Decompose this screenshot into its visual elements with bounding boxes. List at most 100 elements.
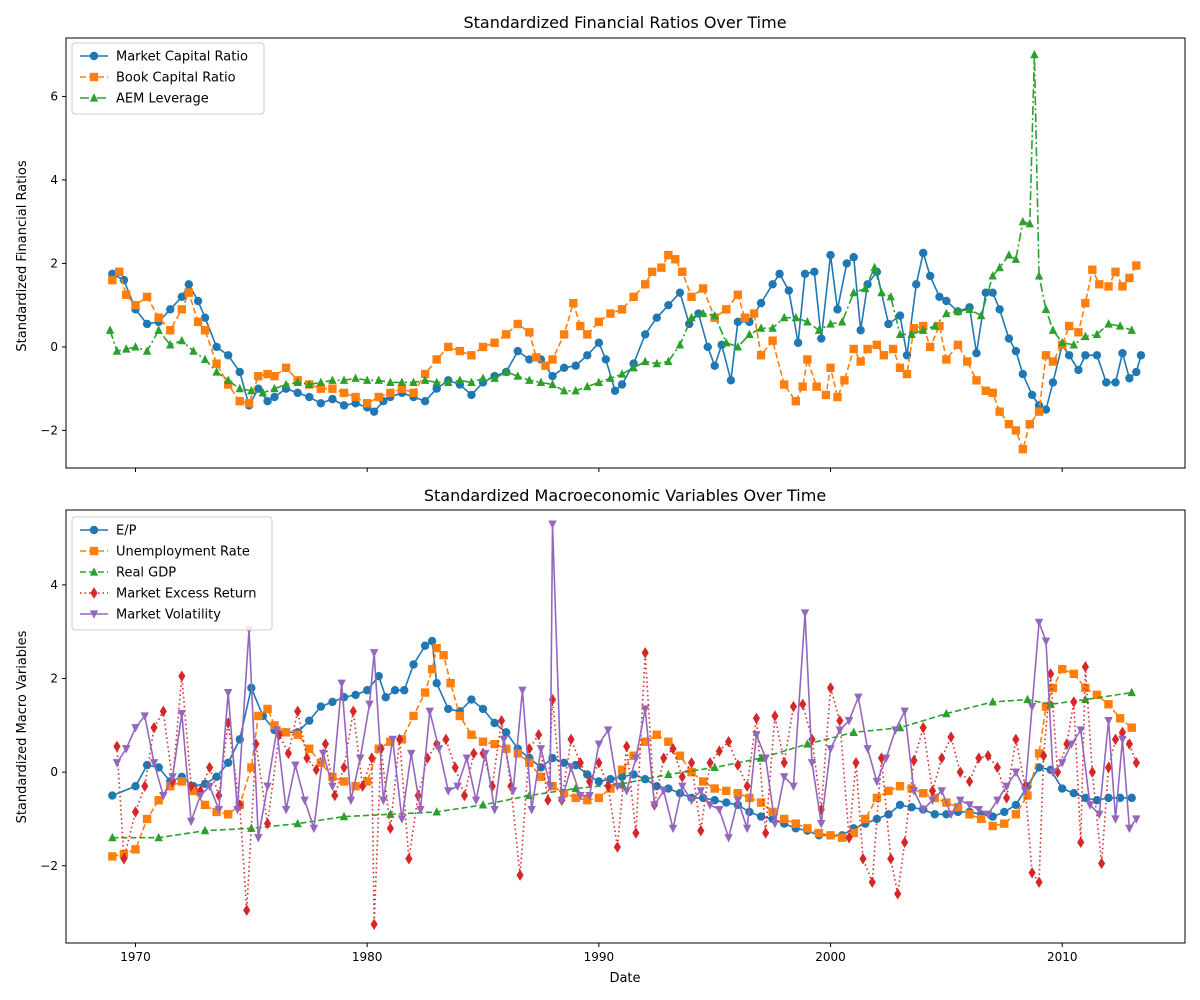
data-point [374,392,383,402]
data-point [640,705,650,714]
data-point [640,774,650,784]
data-point [1041,351,1051,360]
data-point [1040,750,1048,762]
data-point [671,255,680,264]
data-point [870,262,879,272]
data-point [200,825,210,835]
data-point [884,786,893,796]
data-point [1118,348,1127,358]
data-point [548,379,557,389]
legend-item: Market Capital Ratio [80,50,248,65]
data-point [1125,273,1134,283]
data-point [212,807,221,817]
data-point [872,340,882,350]
data-point [814,828,824,838]
data-point [559,385,569,395]
data-point [919,789,928,798]
data-point [1069,789,1078,798]
data-point [622,787,631,796]
data-point [142,292,152,302]
legend-item: AEM Leverage [80,92,209,107]
data-point [513,346,522,356]
data-point [316,384,326,393]
data-point [254,834,263,843]
data-point [613,782,622,791]
data-point [617,369,627,378]
data-point [595,757,603,769]
data-point [583,330,592,339]
data-point [1081,661,1089,673]
data-point [432,679,441,688]
data-point [1092,329,1102,339]
data-point [965,775,974,788]
legend-item: Unemployment Rate [80,545,250,560]
data-point [501,728,511,737]
data-point [863,745,872,754]
data-point [993,796,1002,806]
data-point [1034,271,1044,280]
data-point [1041,405,1051,414]
data-point [1111,733,1120,746]
data-point [1025,419,1034,429]
data-point [887,853,895,865]
data-point [548,520,557,529]
data-point [420,641,430,650]
data-point [1074,365,1083,375]
legend-label: E/P [116,524,137,539]
data-point [687,767,696,777]
data-point [784,286,794,295]
data-point [444,377,453,387]
data-point [478,704,488,714]
data-point [525,328,534,337]
data-point [1070,696,1078,708]
data-point [1058,784,1067,793]
data-point [1011,810,1021,819]
data-point [369,407,379,416]
legend-swatch-marker [89,567,99,576]
data-point [698,793,708,803]
data-point [321,738,330,750]
data-point [490,373,499,382]
data-point [184,288,193,297]
data-point [141,780,149,792]
data-point [328,384,337,393]
plot-frame [65,509,1186,944]
plot-frame [65,37,1186,469]
data-point [244,399,254,408]
data-point [406,749,416,759]
data-point [696,787,705,796]
data-point [988,271,997,280]
data-point [425,707,434,717]
data-point [698,308,708,318]
data-point [652,730,661,739]
data-point [678,771,686,783]
data-point [975,752,983,764]
data-point [108,275,117,285]
data-point [1064,351,1074,360]
data-point [316,758,326,767]
data-point [263,369,272,379]
series-aem-leverage [105,49,1136,397]
data-point [1047,668,1055,680]
data-point [808,733,816,746]
data-point [1034,407,1044,416]
data-point [984,750,992,762]
data-point [1058,664,1067,674]
data-point [585,791,594,801]
legend-label: Market Volatility [116,608,221,623]
data-point [988,812,997,821]
data-point [536,772,546,782]
data-point [891,726,900,735]
data-point [379,796,388,806]
data-point [1111,378,1120,387]
data-point [1118,282,1127,291]
data-point [938,752,946,764]
data-point [405,853,413,865]
macro-variables-chart: Standardized Macroeconomic Variables Ove… [15,486,1186,986]
x-tick-label: 2010 [1047,950,1078,964]
data-point [571,385,580,395]
data-point [995,262,1004,272]
data-point [1125,824,1134,834]
data-point [803,739,812,748]
data-point [749,309,759,318]
